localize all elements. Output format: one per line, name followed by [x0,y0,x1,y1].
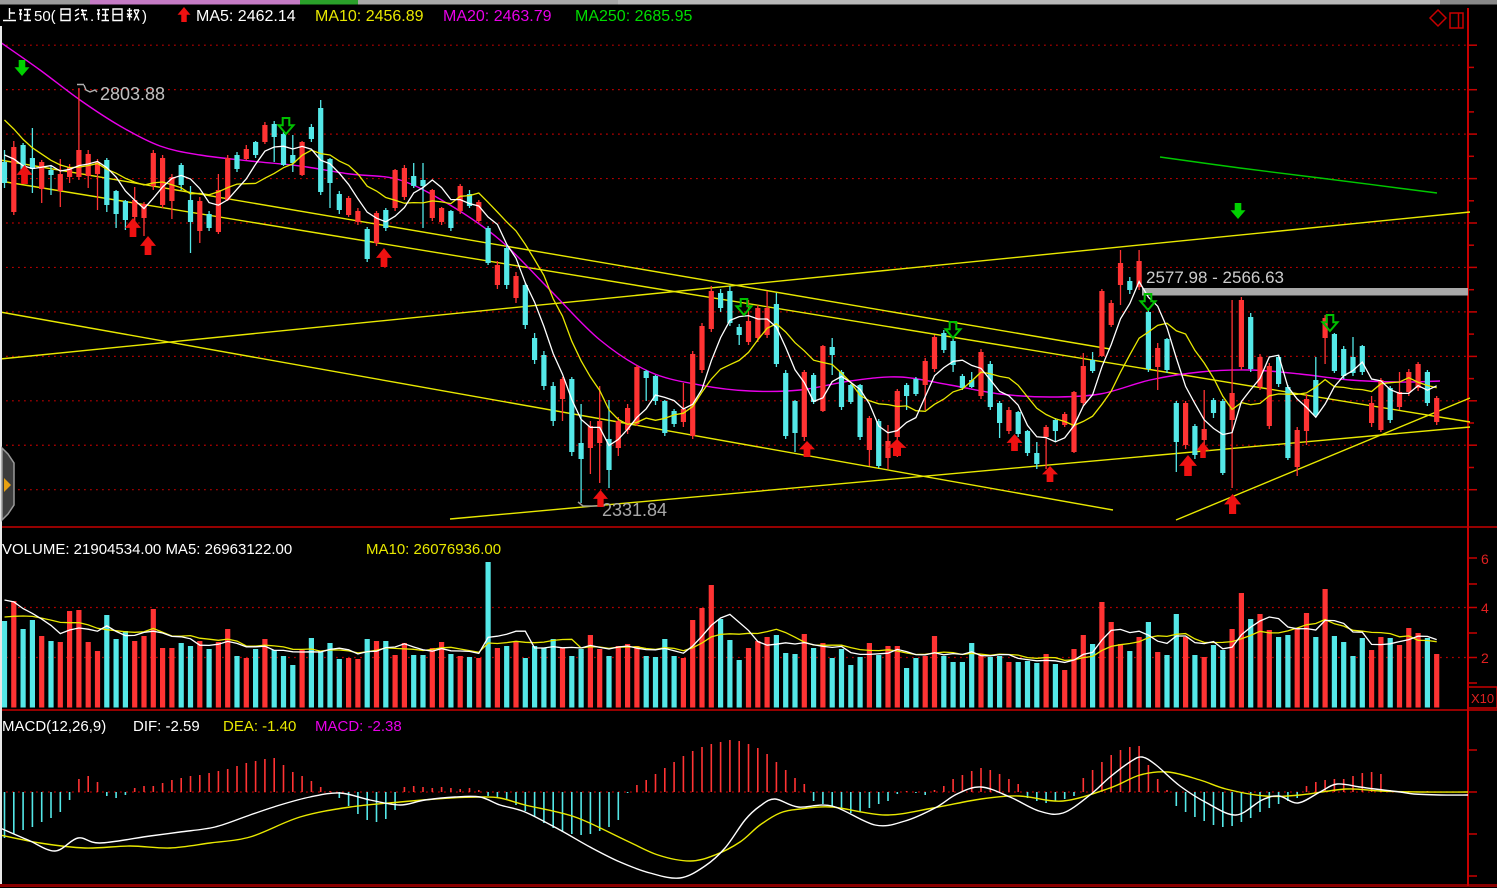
svg-text:4: 4 [1481,600,1489,616]
svg-text:.: . [90,8,94,25]
svg-text:VOLUME: 21904534.00 MA5: 2696: VOLUME: 21904534.00 MA5: 26963122.00 [2,541,292,558]
svg-text:MA5: 2462.14: MA5: 2462.14 [196,8,296,25]
svg-text:DIF: -2.59: DIF: -2.59 [133,718,200,735]
svg-text:MACD: -2.38: MACD: -2.38 [315,718,402,735]
svg-text:50(: 50( [34,8,56,25]
svg-text:X10: X10 [1471,691,1494,706]
svg-text:): ) [142,8,147,25]
svg-text:2: 2 [1481,650,1489,666]
svg-text:MA10: 26076936.00: MA10: 26076936.00 [366,541,501,558]
svg-text:2803.88: 2803.88 [100,84,165,104]
svg-text:MACD(12,26,9): MACD(12,26,9) [2,718,106,735]
svg-text:2577.98 - 2566.63: 2577.98 - 2566.63 [1146,268,1284,287]
svg-text:2331.84: 2331.84 [602,500,667,520]
svg-text:6: 6 [1481,551,1489,567]
svg-text:MA250: 2685.95: MA250: 2685.95 [575,8,693,25]
svg-text:MA20: 2463.79: MA20: 2463.79 [443,8,552,25]
svg-text:DEA: -1.40: DEA: -1.40 [223,718,296,735]
svg-text:MA10: 2456.89: MA10: 2456.89 [315,8,424,25]
